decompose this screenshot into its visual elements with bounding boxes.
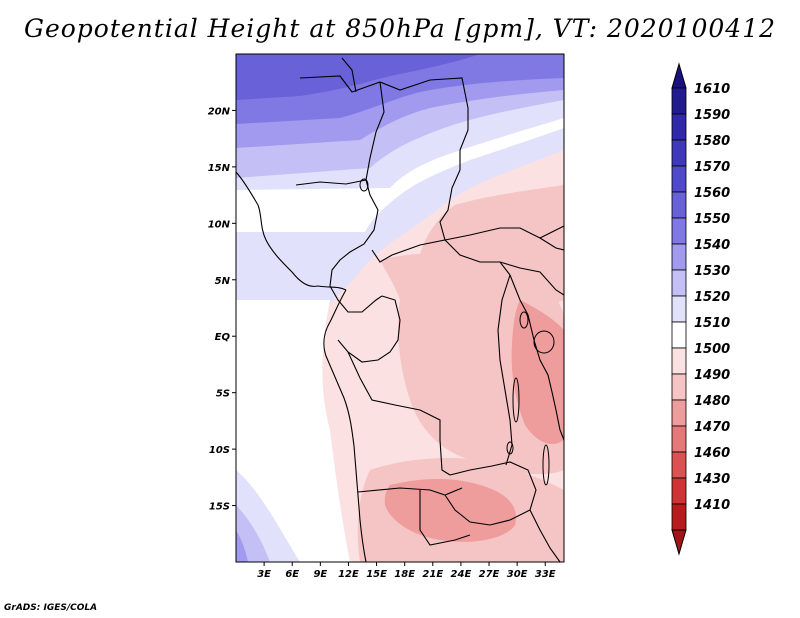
- lat-tick-label: EQ: [215, 332, 231, 343]
- lon-tick-label: 12E: [338, 569, 359, 580]
- colorbar-top-cap: [671, 62, 687, 89]
- colorbar-swatch: [671, 503, 687, 531]
- band-1540-southwest: [236, 530, 248, 562]
- colorbar-bottom-cap: [671, 529, 687, 556]
- lat-tick-label: 5S: [216, 389, 230, 400]
- border-south-sudan: [499, 261, 564, 296]
- colorbar-label: 1520: [694, 290, 730, 305]
- lon-tick-label: 30E: [507, 569, 528, 580]
- lakes: [359, 178, 555, 486]
- colorbar-label: 1510: [694, 316, 730, 331]
- border-mozambique: [529, 509, 561, 562]
- colorbar-label: 1430: [694, 472, 730, 487]
- map-title: Geopotential Height at 850hPa [gpm], VT:…: [23, 14, 777, 43]
- colorbar-label: 1500: [694, 342, 730, 357]
- colorbar-swatch: [671, 139, 687, 167]
- colorbar-swatch: [671, 295, 687, 323]
- colorbar-label: 1480: [694, 394, 730, 409]
- border-niger-chad: [365, 81, 385, 181]
- lon-tick-label: 27E: [479, 569, 500, 580]
- lon-tick-label: 9E: [313, 569, 327, 580]
- lon-tick-label: 24E: [451, 569, 472, 580]
- lat-tick-label: 15S: [209, 502, 230, 513]
- lon-tick-label: 3E: [257, 569, 271, 580]
- colorbar-swatch: [671, 191, 687, 219]
- border-drc-congo: [337, 295, 401, 363]
- border-sahel: [299, 75, 469, 170]
- border-drc-angola: [347, 351, 451, 476]
- lat-tick-label: 10N: [208, 219, 231, 230]
- lon-tick-label: 18E: [394, 569, 415, 580]
- lake-tanganyika: [512, 377, 520, 423]
- lat-tick-label: 15N: [208, 163, 231, 174]
- colorbar-swatch: [671, 113, 687, 141]
- colorbar-label: 1410: [694, 498, 730, 513]
- colorbar-swatch: [671, 217, 687, 245]
- lake-albert: [519, 311, 529, 329]
- grads-credit: GrADS: IGES/COLA: [4, 603, 98, 613]
- border-nigeria-cameroon: [329, 209, 379, 287]
- border-libya-chad: [341, 57, 357, 93]
- colorbar-swatch: [671, 321, 687, 349]
- colorbar-label: 1470: [694, 420, 730, 435]
- border-horn: [539, 237, 564, 251]
- band-1480-east: [511, 300, 564, 445]
- colorbar-label: 1460: [694, 446, 730, 461]
- colorbar-label: 1580: [694, 134, 730, 149]
- lake-victoria: [533, 330, 555, 354]
- border-drc-east: [497, 274, 513, 466]
- colorbar-label: 1540: [694, 238, 730, 253]
- lake-malawi: [542, 444, 550, 486]
- colorbar-label: 1590: [694, 108, 730, 123]
- colorbar-label: 1530: [694, 264, 730, 279]
- border-chad-sudan: [439, 169, 461, 241]
- colorbar-swatch: [671, 347, 687, 375]
- band-1490-northeast: [420, 185, 564, 305]
- lon-tick-label: 6E: [285, 569, 299, 580]
- colorbar-swatch: [671, 373, 687, 401]
- colorbar-swatch: [671, 477, 687, 505]
- colorbar-swatch: [671, 165, 687, 193]
- colorbar-label: 1570: [694, 160, 730, 175]
- coastline-west-africa: [236, 171, 347, 291]
- lat-tick-label: 10S: [209, 445, 230, 456]
- lon-tick-label: 21E: [422, 569, 443, 580]
- band-1510-coast: [236, 300, 350, 562]
- colorbar-swatch: [671, 243, 687, 271]
- colorbar-swatch: [671, 87, 687, 115]
- border-angola-namibia: [357, 487, 463, 496]
- map-frame: [235, 53, 565, 563]
- lat-tick-label: 20N: [208, 106, 231, 117]
- colorbar-swatch: [671, 269, 687, 297]
- lat-tick-label: 5N: [215, 276, 231, 287]
- lake-mweru: [506, 441, 514, 455]
- colorbar-label: 1560: [694, 186, 730, 201]
- border-namibia-botswana: [419, 490, 471, 546]
- border-cameroon-congo: [329, 285, 383, 313]
- lon-tick-label: 15E: [366, 569, 387, 580]
- political-borders: [236, 57, 564, 562]
- border-east-africa: [509, 274, 564, 441]
- axes: 20N 15N 10N 5N EQ 5S 10S 15S 3E 6E 9E 12E 15E 18E 21E 2…: [208, 106, 556, 580]
- coastline-central-africa: [323, 289, 367, 562]
- colorbar-label: 1490: [694, 368, 730, 383]
- colorbar-swatch: [671, 451, 687, 479]
- band-1480-south: [384, 478, 516, 542]
- lake-chad: [359, 178, 369, 192]
- colorbar-label: 1610: [694, 82, 730, 97]
- height-field: [236, 54, 564, 562]
- lon-tick-label: 33E: [535, 569, 556, 580]
- border-nigeria-niger: [295, 179, 379, 211]
- colorbar-swatch: [671, 399, 687, 427]
- colorbar-swatch: [671, 425, 687, 453]
- colorbar-label: 1550: [694, 212, 730, 227]
- border-sudans: [444, 225, 564, 241]
- band-1530-south: [236, 505, 270, 562]
- colorbar: 1610 1590 1580 1570 1560 1550 1540 1530 1520 1510…: [671, 62, 730, 556]
- band-1560-north: [236, 54, 480, 100]
- border-zambia: [444, 461, 537, 526]
